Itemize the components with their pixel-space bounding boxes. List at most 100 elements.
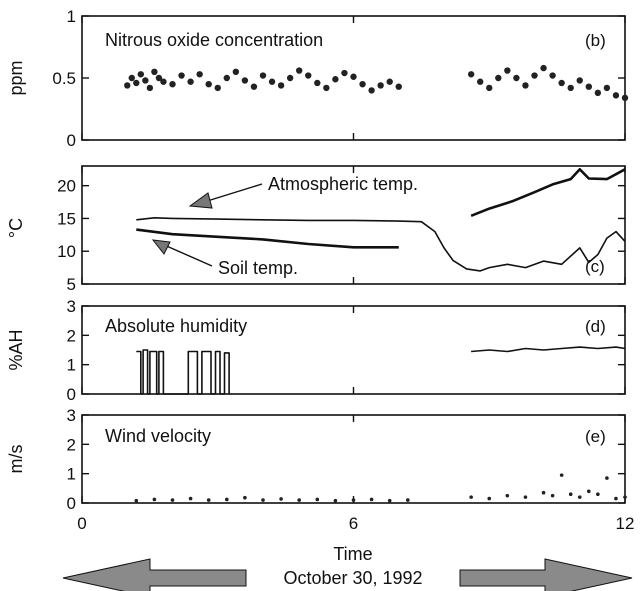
x-axis-label: Time <box>333 544 372 564</box>
data-point <box>523 495 528 499</box>
y-tick-label: 0 <box>67 494 76 513</box>
data-point <box>387 498 392 503</box>
y-tick-label: 1 <box>67 356 76 375</box>
data-point <box>587 489 591 494</box>
data-point <box>178 72 185 79</box>
x-tick-label: 12 <box>616 514 635 533</box>
data-point <box>377 82 384 89</box>
y-tick-label: 1 <box>67 465 76 484</box>
data-point <box>469 495 473 499</box>
data-point <box>146 84 154 92</box>
data-point <box>504 67 511 74</box>
data-point <box>323 84 330 92</box>
data-point <box>341 69 348 77</box>
y-tick-label: 0 <box>67 131 76 150</box>
series-line <box>136 217 626 272</box>
annotation-arrowhead <box>151 239 171 255</box>
data-point <box>261 498 265 502</box>
y-tick-label: 5 <box>67 275 76 294</box>
panel-label: (b) <box>585 31 606 50</box>
x-tick-label: 6 <box>349 514 358 533</box>
data-point <box>188 496 193 501</box>
data-point <box>268 78 276 85</box>
data-point <box>350 73 357 80</box>
panel-title: Wind velocity <box>105 426 211 446</box>
annotation-soil: Soil temp. <box>218 258 298 278</box>
data-point <box>277 82 285 89</box>
data-point <box>359 81 366 88</box>
date-caption: October 30, 1992 <box>283 568 422 588</box>
data-point <box>155 74 163 82</box>
data-point <box>170 498 175 502</box>
data-point <box>623 495 627 499</box>
data-point <box>513 74 520 82</box>
data-point <box>558 79 565 87</box>
annotation-arrowhead <box>188 192 213 209</box>
data-point <box>386 78 393 85</box>
y-tick-label: 20 <box>57 177 76 196</box>
data-point <box>486 84 493 92</box>
right-arrow <box>459 558 633 591</box>
data-point <box>196 71 203 78</box>
panel-title: Absolute humidity <box>105 316 247 336</box>
data-point <box>395 83 402 90</box>
series-line <box>136 349 230 395</box>
series-line <box>470 168 626 218</box>
data-point <box>467 71 475 78</box>
data-point <box>134 498 139 503</box>
data-point <box>495 74 502 82</box>
series-line <box>136 228 399 249</box>
data-point <box>549 72 556 79</box>
data-point <box>559 473 564 477</box>
data-point <box>152 497 157 502</box>
data-point <box>286 74 294 82</box>
data-point <box>133 79 140 87</box>
left-arrow <box>62 558 247 591</box>
y-tick-label: 3 <box>67 406 76 425</box>
data-point <box>351 498 356 502</box>
data-point <box>205 81 212 88</box>
data-point <box>142 77 149 84</box>
data-point <box>124 82 131 89</box>
data-point <box>206 498 211 502</box>
annotation-arrow-line <box>161 243 213 267</box>
data-point <box>576 77 583 84</box>
y-tick-label: 1 <box>67 7 76 26</box>
data-point <box>259 72 267 79</box>
data-point <box>368 87 375 94</box>
data-point <box>577 495 582 499</box>
y-tick-label: 0.5 <box>52 69 76 88</box>
y-axis-label: ppm <box>6 60 26 95</box>
data-point <box>315 497 320 502</box>
data-point <box>531 72 538 79</box>
data-point <box>568 492 573 497</box>
chart-panel-b: 0 0.5 1 ppm Nitrous oxide concentration (b) <box>6 7 629 150</box>
data-point <box>187 78 194 85</box>
data-point <box>279 497 283 501</box>
y-axis-label: %AH <box>6 329 26 370</box>
y-tick-label: 0 <box>67 385 76 404</box>
data-point <box>487 496 492 501</box>
data-point <box>477 78 484 85</box>
y-tick-label: 15 <box>57 209 76 228</box>
data-point <box>232 68 240 76</box>
data-point <box>250 83 258 90</box>
data-point <box>614 496 618 501</box>
data-point <box>605 476 609 480</box>
y-tick-label: 3 <box>67 297 76 316</box>
data-point <box>151 68 158 76</box>
data-point <box>214 84 221 92</box>
y-axis-label: m/s <box>6 445 26 474</box>
y-tick-label: 10 <box>57 242 76 261</box>
data-point <box>603 84 611 92</box>
annotation-atmospheric: Atmospheric temp. <box>268 174 418 194</box>
panel-label: (e) <box>585 427 606 446</box>
data-point <box>305 72 312 79</box>
data-point <box>332 76 339 83</box>
annotation-arrow-line <box>203 183 263 203</box>
data-point <box>550 493 555 498</box>
data-point <box>243 495 247 500</box>
data-point <box>406 498 410 502</box>
